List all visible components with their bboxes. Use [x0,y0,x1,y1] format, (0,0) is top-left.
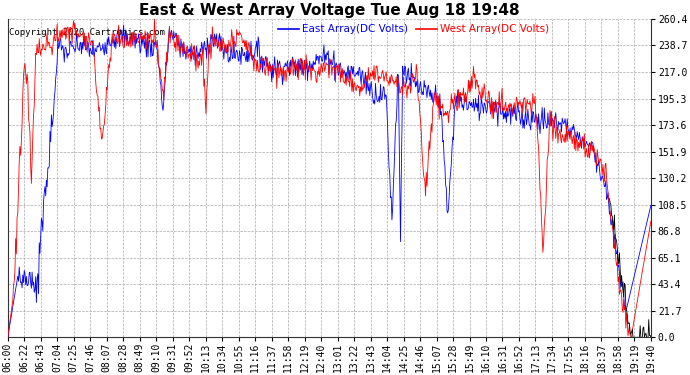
Legend: East Array(DC Volts), West Array(DC Volts): East Array(DC Volts), West Array(DC Volt… [278,24,549,34]
Title: East & West Array Voltage Tue Aug 18 19:48: East & West Array Voltage Tue Aug 18 19:… [139,3,520,18]
Text: Copyright 2020 Cartronics.com: Copyright 2020 Cartronics.com [9,28,165,38]
